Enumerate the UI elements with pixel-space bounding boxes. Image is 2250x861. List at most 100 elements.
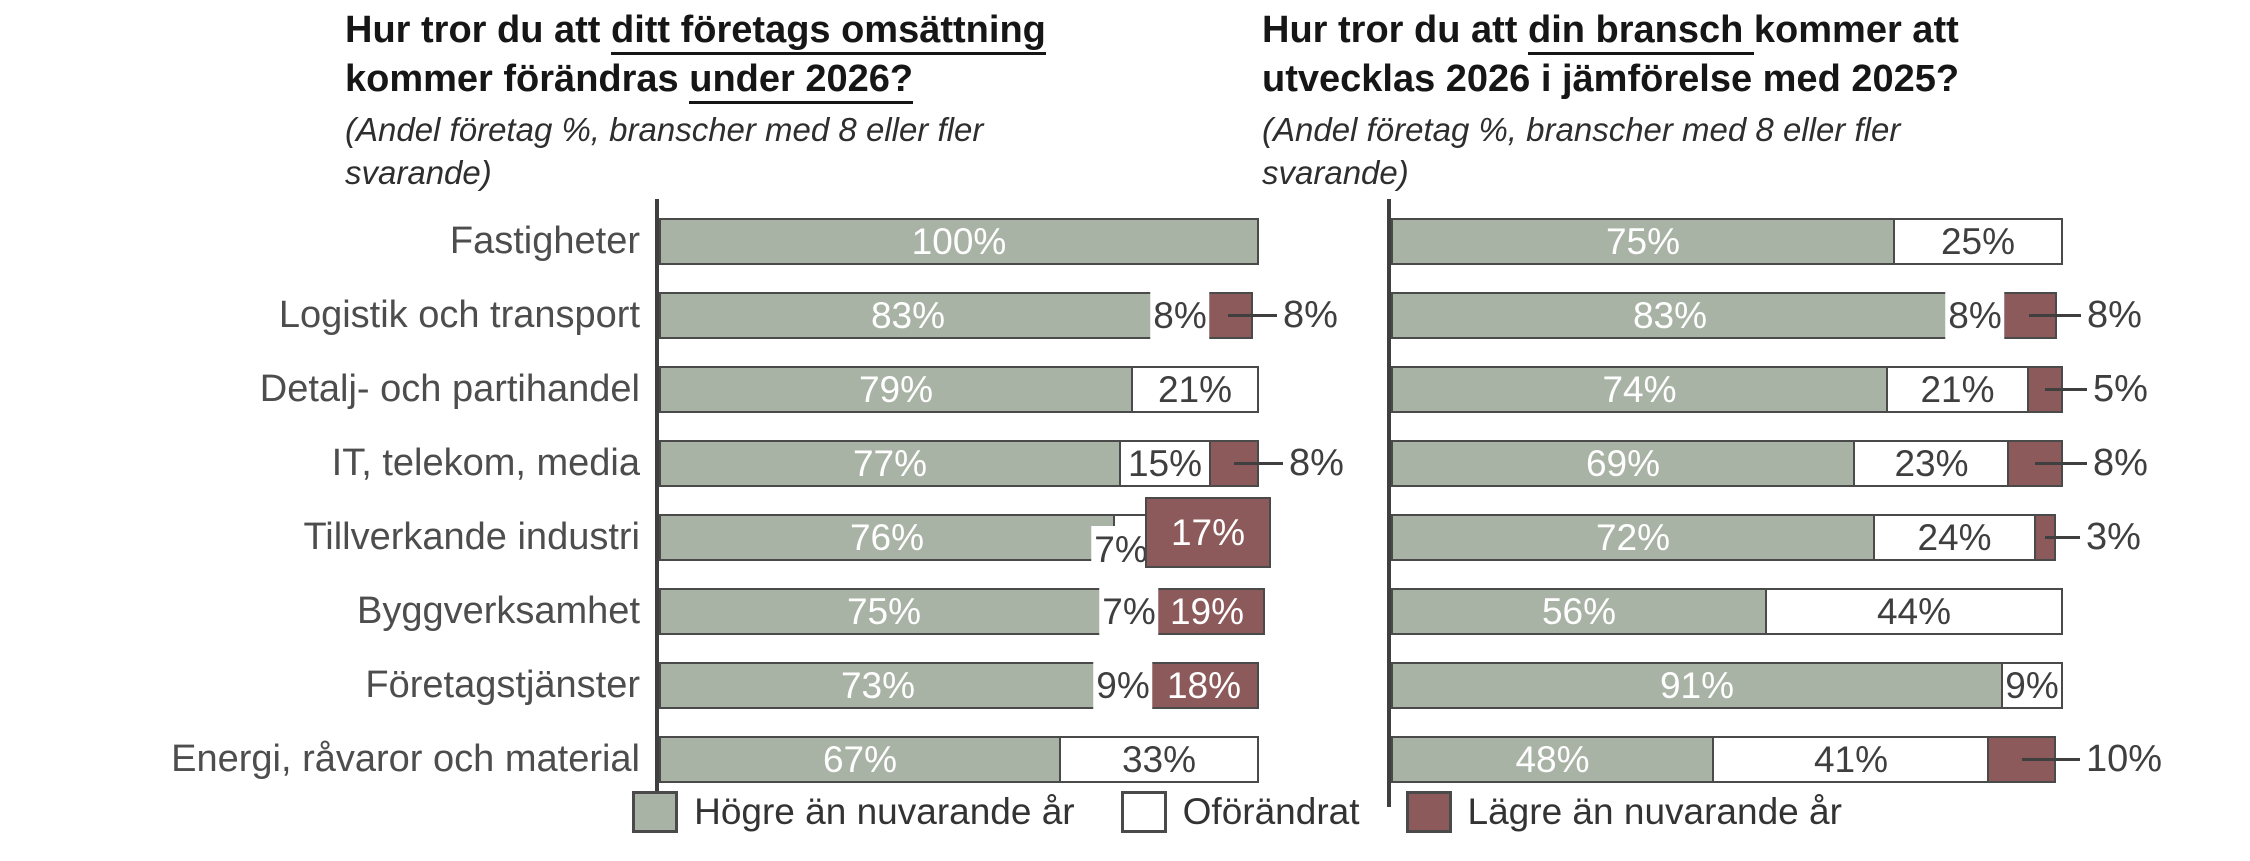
bar-value-label: 9% [2005, 664, 2059, 706]
bar-segment-higher: 73% [659, 662, 1097, 709]
chart-title-block: Hur tror du att ditt företags omsättning… [345, 6, 1185, 194]
bar-segment-higher: 75% [1391, 218, 1895, 265]
bar-segment-higher: 77% [659, 440, 1121, 487]
bar-value-label: 8% [1945, 292, 2005, 339]
bar-value-label: 8% [2093, 442, 2148, 484]
bar-segment-higher: 56% [1391, 588, 1767, 635]
bar-segment-higher: 83% [659, 292, 1157, 339]
title-text: Hur tror du att [345, 9, 611, 51]
bar-value-label: 15% [1127, 442, 1203, 484]
bar-value-label: 17% [1145, 497, 1271, 568]
bar-value-label: 18% [1166, 664, 1242, 706]
bar-segment-unchanged: 33% [1059, 736, 1259, 783]
chart-title-block: Hur tror du att din bransch kommer att ut… [1262, 6, 2162, 194]
bar-value-label: 72% [1595, 516, 1671, 558]
chart-subtitle-line: svarande) [345, 154, 492, 191]
leader-line [2045, 387, 2087, 391]
bar-segment-unchanged: 15% [1119, 440, 1211, 487]
bar-value-label: 79% [858, 368, 934, 410]
legend-label: Lägre än nuvarande år [1467, 791, 1842, 832]
chart-subtitle: (Andel företag %, branscher med 8 eller … [1262, 108, 2162, 194]
bar-value-label: 56% [1541, 590, 1617, 632]
bar-value-label: 3% [2086, 516, 2141, 558]
chart-title-line: Hur tror du att ditt företags omsättning [345, 6, 1185, 55]
bar-segment-higher: 91% [1391, 662, 2003, 709]
bar-segment-higher: 72% [1391, 514, 1875, 561]
leader-line [1228, 313, 1277, 317]
bar-segment-higher: 48% [1391, 736, 1714, 783]
bar-segment-unchanged: 21% [1131, 366, 1259, 413]
bar-segment-unchanged: 44% [1765, 588, 2063, 635]
bar-segment-higher: 76% [659, 514, 1115, 561]
chart-subtitle-line: (Andel företag %, branscher med 8 eller … [345, 111, 984, 148]
bar-segment-unchanged: 21% [1886, 366, 2029, 413]
bar-segment-higher: 100% [659, 218, 1259, 265]
chart-title-line: Hur tror du att din bransch kommer att [1262, 6, 2162, 55]
title-text: kommer att [1753, 9, 1959, 51]
bar-value-label: 74% [1602, 368, 1677, 410]
bar-value-label: 91% [1659, 664, 1735, 706]
bar-value-label: 21% [1920, 368, 1995, 410]
bar-value-label: 69% [1585, 442, 1661, 484]
legend-swatch-lower [1405, 791, 1452, 833]
category-label: Tillverkande industri [303, 516, 640, 558]
category-label: Energi, råvaror och material [171, 738, 640, 780]
bar-value-label: 10% [2086, 738, 2163, 780]
bar-value-label: 23% [1894, 442, 1969, 484]
title-underlined-text: under 2026? [689, 58, 914, 104]
bar-value-label: 100% [911, 220, 1007, 262]
legend-item: Lägre än nuvarande år [1405, 791, 1842, 833]
chart-title: Hur tror du att ditt företags omsättning… [345, 6, 1185, 104]
bar-value-label: 44% [1876, 590, 1952, 632]
category-label: Logistik och transport [278, 294, 640, 336]
legend-swatch-unchanged [1120, 791, 1167, 833]
bar-segment-unchanged: 23% [1853, 440, 2010, 487]
bar-value-label: 67% [822, 738, 898, 780]
y-axis-line [655, 199, 659, 807]
leader-line [2029, 313, 2081, 317]
bar-value-label: 83% [1632, 294, 1708, 336]
chart-title: Hur tror du att din bransch kommer att ut… [1262, 6, 2162, 104]
bar-segment-higher: 75% [659, 588, 1109, 635]
category-label: Byggverksamhet [356, 590, 640, 632]
bar-value-label: 48% [1515, 738, 1590, 780]
category-label: Företagstjänster [365, 664, 640, 706]
title-text: utvecklas 2026 i jämförelse med 2025? [1262, 58, 1960, 100]
chart-title-line: kommer förändras under 2026? [345, 55, 1185, 104]
bar-value-label: 7% [1091, 526, 1151, 573]
bar-value-label: 8% [1283, 294, 1338, 336]
chart-title-line: utvecklas 2026 i jämförelse med 2025? [1262, 55, 2162, 104]
bar-value-label: 8% [1289, 442, 1344, 484]
leader-line [2045, 535, 2080, 539]
bar-segment-unchanged: 41% [1712, 736, 1990, 783]
bar-segment-higher: 67% [659, 736, 1061, 783]
leader-line [2021, 757, 2080, 761]
y-axis-line [1387, 199, 1391, 807]
title-text: Hur tror du att [1262, 9, 1528, 51]
bar-value-label: 21% [1157, 368, 1233, 410]
bar-value-label: 5% [2093, 368, 2148, 410]
bar-segment-higher: 83% [1391, 292, 1949, 339]
bar-segment-unchanged: 24% [1873, 514, 2036, 561]
chart-subtitle-line: svarande) [1262, 154, 1409, 191]
bar-segment-lower: 18% [1149, 662, 1259, 709]
legend-swatch-higher [632, 791, 679, 833]
legend-label: Oförändrat [1182, 791, 1360, 832]
bar-segment-higher: 74% [1391, 366, 1888, 413]
bar-value-label: 77% [852, 442, 928, 484]
bar-segment-higher: 69% [1391, 440, 1855, 487]
legend: Högre än nuvarande år Oförändrat Lägre än … [112, 791, 2250, 833]
bar-value-label: 8% [1150, 292, 1210, 339]
leader-line [1234, 461, 1283, 465]
bar-value-label: 25% [1940, 220, 2016, 262]
bar-segment-unchanged: 25% [1893, 218, 2063, 265]
bar-segment-higher: 79% [659, 366, 1133, 413]
legend-label: Högre än nuvarande år [694, 791, 1075, 832]
category-label: Fastigheter [449, 220, 640, 262]
legend-item: Högre än nuvarande år [632, 791, 1075, 833]
leader-line [2035, 461, 2087, 465]
category-label: IT, telekom, media [331, 442, 640, 484]
bar-value-label: 83% [870, 294, 946, 336]
